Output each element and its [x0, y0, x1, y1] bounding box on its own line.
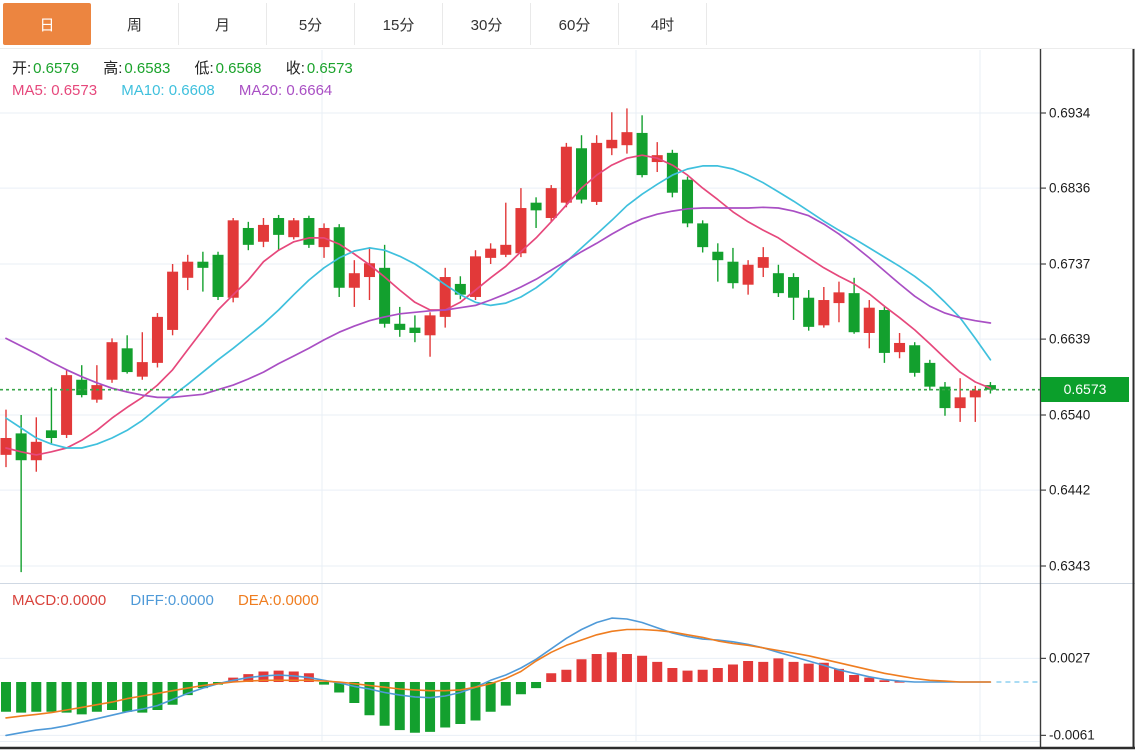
tab-30min[interactable]: 30分 — [443, 3, 531, 45]
dea-value: 0.0000 — [272, 592, 319, 609]
macd-tick: 0.0027 — [1049, 650, 1091, 666]
price-tick: 0.6737 — [1049, 256, 1091, 272]
ma5-value: 0.6573 — [51, 82, 98, 99]
ohlc-legend: 开: 0.6579 高: 0.6583 低: 0.6568 收: 0.6573 — [12, 57, 373, 78]
price-tick: 0.6639 — [1049, 331, 1091, 347]
open-label: 开: — [12, 60, 32, 77]
low-value: 0.6568 — [215, 60, 262, 77]
tab-month[interactable]: 月 — [179, 3, 267, 45]
price-tick: 0.6540 — [1049, 407, 1091, 423]
macd-legend: MACD:0.0000 DIFF:0.0000 DEA:0.0000 — [12, 592, 339, 609]
open-value: 0.6579 — [33, 60, 80, 77]
diff-value: 0.0000 — [167, 592, 214, 609]
macd-label: MACD: — [12, 592, 61, 609]
high-value: 0.6583 — [124, 60, 171, 77]
tab-60min[interactable]: 60分 — [531, 3, 619, 45]
ma10-label: MA10: — [121, 82, 165, 99]
tab-week[interactable]: 周 — [91, 3, 179, 45]
price-tick: 0.6343 — [1049, 558, 1091, 574]
ma5-label: MA5: — [12, 82, 48, 99]
tab-day[interactable]: 日 — [3, 3, 91, 45]
close-value: 0.6573 — [306, 60, 353, 77]
diff-label: DIFF: — [130, 592, 168, 609]
ma-legend: MA5: 0.6573 MA10: 0.6608 MA20: 0.6664 — [12, 82, 352, 99]
ma10-value: 0.6608 — [168, 82, 215, 99]
macd-tick: -0.0061 — [1049, 727, 1095, 743]
high-label: 高: — [103, 60, 123, 77]
close-label: 收: — [285, 60, 305, 77]
price-tick: 0.6836 — [1049, 180, 1091, 196]
tab-4hour[interactable]: 4时 — [619, 3, 707, 45]
macd-value: 0.0000 — [60, 592, 107, 609]
tab-15min[interactable]: 15分 — [355, 3, 443, 45]
price-tick: 0.6934 — [1049, 105, 1091, 121]
current-price-badge: 0.6573 — [1041, 377, 1129, 403]
tab-5min[interactable]: 5分 — [267, 3, 355, 45]
low-label: 低: — [194, 60, 214, 77]
dea-label: DEA: — [237, 592, 273, 609]
price-tick: 0.6442 — [1049, 482, 1091, 498]
timeframe-tab-bar: 日 周 月 5分 15分 30分 60分 4时 — [0, 0, 1135, 49]
ma20-value: 0.6664 — [286, 82, 333, 99]
ma20-label: MA20: — [238, 82, 283, 99]
